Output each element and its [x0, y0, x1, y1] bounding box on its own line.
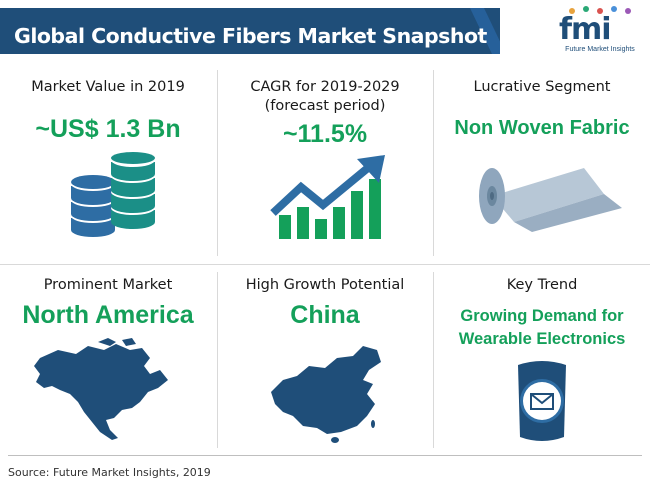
fabric-roll-icon — [479, 168, 622, 232]
cagr-cell: CAGR for 2019-2029 (forecast period) ~11… — [217, 78, 433, 248]
trend-value-line1: Growing Demand for — [460, 307, 624, 325]
cagr-value: ~11.5% — [282, 120, 368, 148]
header: Global Conductive Fibers Market Snapshot… — [0, 0, 650, 62]
logo-word: fmi — [559, 12, 612, 47]
grid-divider-vertical-4 — [433, 272, 434, 448]
logo-dot-orange — [569, 8, 575, 14]
segment-cell: Lucrative Segment Non Woven Fabric — [434, 78, 650, 245]
source-note: Source: Future Market Insights, 2019 — [8, 466, 211, 479]
cagr-label-line1: CAGR for 2019-2029 — [250, 79, 400, 95]
title-band: Global Conductive Fibers Market Snapshot — [0, 8, 500, 54]
logo-dot-purple — [625, 8, 631, 14]
market-cell: Prominent Market North America — [0, 276, 216, 451]
title-band-shape — [0, 8, 500, 54]
fmi-logo: fmi Future Market Insights — [555, 6, 645, 58]
market-value-label: Market Value in 2019 — [31, 79, 185, 95]
china-map-icon — [271, 346, 381, 443]
segment-value: Non Woven Fabric — [454, 117, 630, 139]
logo-dot-red — [597, 8, 603, 14]
smartwatch-icon — [518, 361, 566, 441]
growth-value: China — [290, 301, 360, 329]
logo-subtitle: Future Market Insights — [565, 46, 635, 53]
market-label: Prominent Market — [43, 277, 173, 293]
market-value-cell: Market Value in 2019 ~US$ 1.3 Bn — [0, 78, 216, 247]
coin-stacks-icon — [71, 152, 155, 237]
footer-divider — [8, 455, 642, 456]
grid-divider-vertical-1 — [217, 70, 218, 256]
cagr-label-line2: (forecast period) — [264, 98, 386, 114]
market-value-value: ~US$ 1.3 Bn — [35, 115, 181, 143]
segment-label: Lucrative Segment — [473, 79, 611, 95]
logo-dot-blue — [611, 6, 617, 12]
logo-dot-green — [583, 6, 589, 12]
growth-cell: High Growth Potential China — [217, 276, 433, 451]
trend-cell: Key Trend Growing Demand for Wearable El… — [434, 276, 650, 450]
north-america-map-icon — [34, 338, 168, 440]
growth-label: High Growth Potential — [245, 277, 405, 293]
grid-divider-vertical-3 — [217, 272, 218, 448]
grid-divider-vertical-2 — [433, 70, 434, 256]
market-value: North America — [22, 301, 194, 329]
trend-label: Key Trend — [506, 277, 578, 293]
page-title: Global Conductive Fibers Market Snapshot — [14, 24, 487, 48]
growth-chart-icon — [270, 155, 385, 239]
trend-value-line2: Wearable Electronics — [458, 330, 626, 348]
grid-divider-horizontal — [0, 264, 650, 265]
